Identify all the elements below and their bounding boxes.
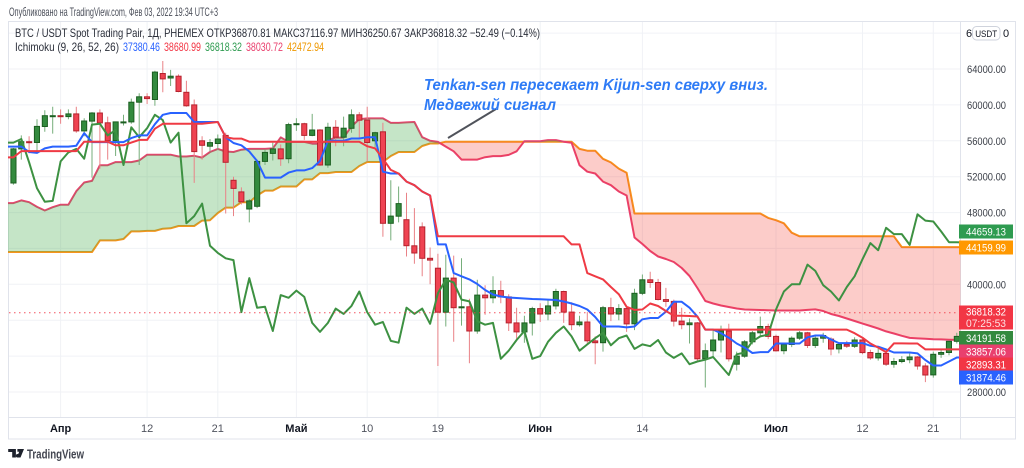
svg-text:14: 14: [636, 423, 648, 435]
svg-text:19: 19: [432, 423, 444, 435]
svg-text:60000.00: 60000.00: [967, 100, 1006, 112]
svg-text:07:25:53: 07:25:53: [966, 318, 1006, 330]
svg-text:21: 21: [212, 423, 224, 435]
svg-text:0: 0: [1003, 28, 1009, 40]
svg-text:6: 6: [966, 28, 972, 40]
svg-text:Ichimoku (9, 26, 52, 26): Ichimoku (9, 26, 52, 26): [15, 40, 119, 54]
svg-text:38680.99: 38680.99: [164, 40, 201, 54]
svg-text:28000.00: 28000.00: [967, 387, 1006, 399]
svg-text:USDT: USDT: [975, 29, 997, 40]
svg-text:Май: Май: [285, 423, 307, 435]
svg-text:Опубликовано на TradingView.co: Опубликовано на TradingView.com, Фев 03,…: [9, 5, 218, 19]
svg-text:12: 12: [856, 423, 868, 435]
svg-text:Tenkan-sen пересекает Kijun-se: Tenkan-sen пересекает Kijun-sen сверху в…: [424, 77, 768, 94]
svg-text:21: 21: [927, 423, 939, 435]
svg-text:32893.31: 32893.31: [966, 360, 1006, 372]
svg-text:42472.94: 42472.94: [287, 40, 324, 54]
svg-text:36818.32: 36818.32: [205, 40, 242, 54]
svg-text:10: 10: [361, 423, 373, 435]
svg-text:40000.00: 40000.00: [967, 279, 1006, 291]
svg-text:56000.00: 56000.00: [967, 136, 1006, 148]
svg-text:44659.13: 44659.13: [966, 227, 1006, 239]
svg-text:Медвежий сигнал: Медвежий сигнал: [424, 97, 556, 114]
svg-text:38030.72: 38030.72: [246, 40, 283, 54]
svg-text:33857.06: 33857.06: [966, 347, 1006, 359]
svg-text:Апр: Апр: [50, 423, 72, 435]
svg-text:BTC / USDT Spot Trading Pair,: BTC / USDT Spot Trading Pair, 1Д, PHEMEX…: [15, 26, 540, 40]
svg-text:64000.00: 64000.00: [967, 64, 1006, 76]
svg-text:12: 12: [141, 423, 153, 435]
svg-text:Июл: Июл: [764, 423, 788, 435]
svg-text:52000.00: 52000.00: [967, 172, 1006, 184]
svg-text:36818.32: 36818.32: [966, 307, 1006, 319]
svg-text:31874.46: 31874.46: [966, 373, 1006, 385]
svg-text:44159.99: 44159.99: [966, 243, 1006, 255]
svg-text:Июн: Июн: [528, 423, 552, 435]
svg-text:34191.58: 34191.58: [966, 333, 1006, 345]
svg-text:TradingView: TradingView: [27, 447, 85, 462]
svg-text:37380.46: 37380.46: [123, 40, 160, 54]
svg-text:48000.00: 48000.00: [967, 208, 1006, 220]
